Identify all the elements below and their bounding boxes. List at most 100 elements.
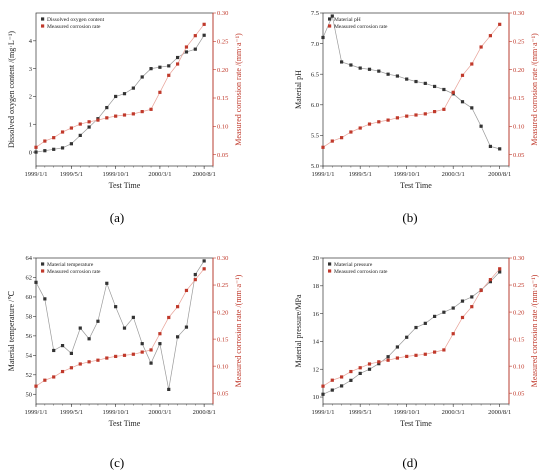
data-point <box>60 369 65 374</box>
y-tick-label: 56 <box>26 333 33 340</box>
data-point <box>202 267 206 271</box>
data-point <box>43 139 47 143</box>
y-tick-label: 5.0 <box>311 163 319 170</box>
data-point <box>149 361 153 365</box>
data-point <box>78 122 82 126</box>
data-point <box>349 130 353 134</box>
data-point <box>460 100 465 104</box>
y-tick-label: 4 <box>29 38 33 45</box>
data-point <box>470 62 474 66</box>
series-line-2 <box>35 268 205 387</box>
data-point <box>175 55 180 60</box>
data-point <box>87 360 91 364</box>
legend-swatch <box>328 269 332 273</box>
data-point <box>470 295 474 299</box>
x-tick-label: 1999/10/1 <box>394 171 420 178</box>
data-point <box>498 22 502 26</box>
chart-panel-3: 1999/1/1 1999/5/1 1999/10/1 2000/3/1 2000/8/… <box>7 255 243 470</box>
data-point <box>122 92 127 96</box>
data-point <box>34 280 38 284</box>
data-point <box>479 45 483 49</box>
data-point <box>321 35 325 40</box>
data-point <box>321 392 325 396</box>
data-point <box>405 114 409 118</box>
y-axis-label: Dissolved oxygen content /(mg·L⁻¹) <box>7 31 16 148</box>
y-tick-label: 7.0 <box>311 41 319 48</box>
data-point <box>34 145 38 149</box>
data-point <box>175 305 180 309</box>
y2-tick-label: 0.15 <box>513 95 524 102</box>
chart-panel-4: 1999/1/1 1999/5/1 1999/10/1 2000/3/1 2000/8/… <box>294 255 539 470</box>
data-point <box>193 34 197 38</box>
y-tick-label: 7.5 <box>311 10 319 17</box>
x-tick-label: 2000/8/1 <box>193 409 216 416</box>
y-tick-label: 6.0 <box>311 102 319 109</box>
legend-entry: Measured corrosion rate <box>47 269 101 275</box>
data-point <box>131 86 135 90</box>
data-point <box>167 315 171 320</box>
data-point <box>149 107 153 111</box>
series-line-1 <box>35 35 205 153</box>
data-point <box>202 22 206 26</box>
legend-swatch <box>41 269 45 273</box>
data-point <box>87 120 91 124</box>
data-point <box>114 114 118 118</box>
data-point <box>367 362 372 366</box>
legend-swatch <box>328 24 332 28</box>
data-point <box>340 136 344 140</box>
plot-frame <box>322 12 510 167</box>
y-tick-label: 1 <box>29 121 32 128</box>
x-tick-label: 2000/3/1 <box>148 171 171 178</box>
panel-label: (c) <box>110 455 124 470</box>
data-point <box>442 107 446 111</box>
data-point <box>69 351 73 355</box>
data-point <box>479 288 483 293</box>
data-point <box>414 79 418 84</box>
y-tick-label: 0 <box>29 149 32 156</box>
data-point <box>460 73 465 77</box>
data-point <box>330 14 334 18</box>
data-point <box>131 315 135 319</box>
x-tick-label: 1999/1/1 <box>311 409 334 416</box>
data-point <box>149 348 153 352</box>
x-tick-label: 2000/3/1 <box>442 171 465 178</box>
data-point <box>78 326 82 330</box>
x-tick-label: 1999/5/1 <box>60 171 83 178</box>
panel-label: (a) <box>110 210 124 225</box>
data-point <box>358 366 362 370</box>
legend-entry: Material temperature <box>47 262 94 268</box>
y-axis-label: Material pH <box>294 70 303 109</box>
y2-tick-label: 0.20 <box>217 67 228 74</box>
data-point <box>349 63 353 67</box>
data-point <box>60 130 65 134</box>
y-tick-label: 12 <box>313 366 320 373</box>
y-tick-label: 6.5 <box>311 71 319 78</box>
data-point <box>330 139 334 143</box>
data-point <box>377 360 381 364</box>
data-point <box>52 348 56 353</box>
y2-tick-label: 0.15 <box>217 336 228 343</box>
data-point <box>167 387 171 391</box>
data-point <box>432 350 437 354</box>
data-point <box>358 371 362 376</box>
data-point <box>34 150 38 154</box>
data-point <box>96 319 100 323</box>
data-point <box>423 112 427 116</box>
y-axis-label: Material temperature /℃ <box>7 291 16 372</box>
x-tick-label: 1999/1/1 <box>24 171 47 178</box>
data-point <box>340 375 344 379</box>
plot-frame <box>35 257 214 405</box>
data-point <box>43 149 47 153</box>
y2-tick-label: 0.25 <box>513 39 524 46</box>
data-point <box>69 126 73 130</box>
y2-axis-label: Measured corrosion rate /(mm·a⁻¹) <box>234 33 243 146</box>
data-point <box>330 378 334 382</box>
data-point <box>367 67 372 71</box>
data-point <box>184 325 189 329</box>
y2-tick-label: 0.10 <box>217 363 228 370</box>
y2-tick-label: 0.05 <box>217 390 228 397</box>
data-point <box>114 94 118 99</box>
data-point <box>340 60 344 64</box>
data-point <box>122 113 127 117</box>
x-tick-label: 2000/8/1 <box>193 171 216 178</box>
